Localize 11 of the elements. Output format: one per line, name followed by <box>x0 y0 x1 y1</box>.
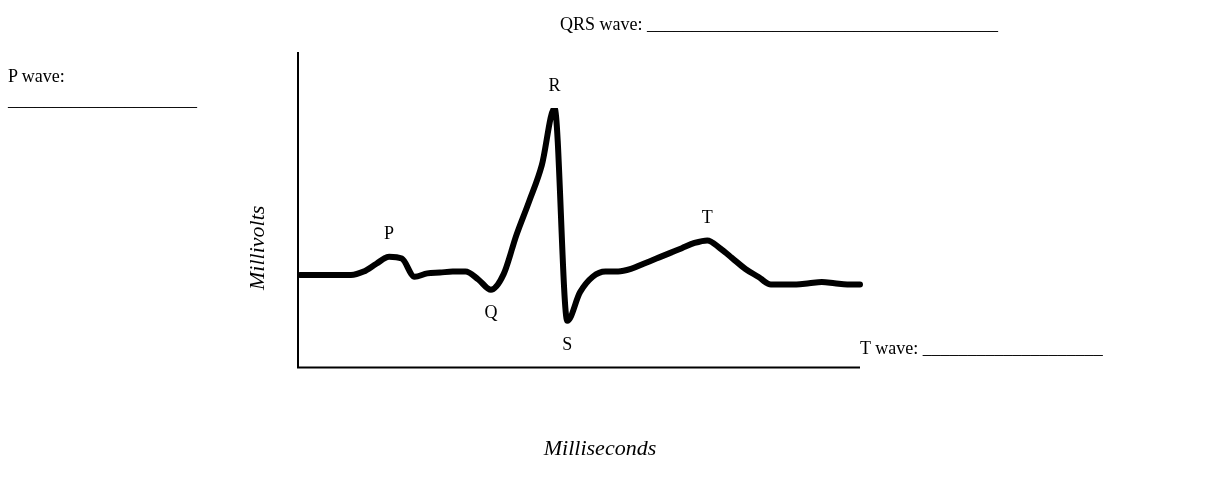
annotation: S <box>562 333 573 354</box>
y-axis-title: Millivolts <box>243 205 269 291</box>
x-axis-title: Milliseconds <box>542 435 657 461</box>
annotation: T wave: ____________________ <box>860 338 1103 359</box>
annotation: R <box>548 74 561 95</box>
text: QRS wave: _______________________________________ <box>560 14 998 35</box>
annotation: T <box>701 207 713 228</box>
text: _____________________ <box>8 90 197 111</box>
text: P wave: <box>8 66 65 87</box>
annotation: P <box>384 223 395 244</box>
annotation: Q <box>484 302 498 323</box>
